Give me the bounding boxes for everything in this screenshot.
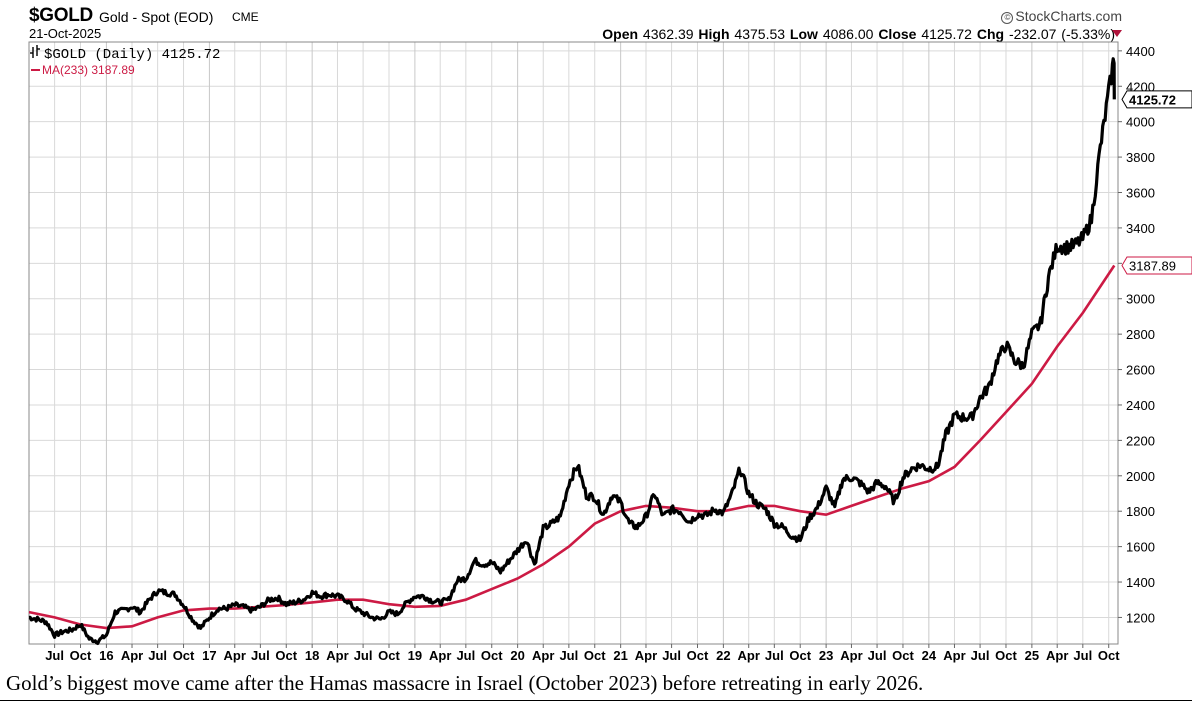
low-value: 4086.00 [822, 26, 874, 42]
x-tick-label: Jul [765, 648, 784, 663]
x-tick-label: 23 [819, 648, 833, 663]
x-tick-label: Jul [251, 648, 270, 663]
ma-tag-box [1121, 256, 1192, 275]
y-tick-label: 2200 [1126, 433, 1155, 448]
x-tick-label: Oct [1098, 648, 1120, 663]
x-tick-label: 20 [510, 648, 524, 663]
y-tick-label: 1600 [1126, 540, 1155, 555]
exchange-label: CME [232, 10, 259, 24]
close-value: 4125.72 [921, 26, 972, 42]
price-tags: 4125.72 3187.89 [1121, 90, 1192, 275]
brand-watermark[interactable]: © StockCharts.com [1001, 8, 1122, 24]
x-tick-label: Jul [559, 648, 578, 663]
price-line [28, 57, 1116, 646]
legend-ma-label: MA(233) 3187.89 [42, 63, 135, 77]
y-tick-label: 2800 [1126, 327, 1155, 342]
symbol-description: Gold - Spot (EOD) [99, 9, 214, 25]
close-label: Close [878, 26, 917, 42]
x-tick-label: Apr [738, 648, 760, 663]
x-tick-label: Jul [1073, 648, 1092, 663]
x-tick-label: Jul [148, 648, 167, 663]
y-axis: 1200 1400 1600 1800 2000 2200 2400 2600 2800 3000… [1118, 44, 1155, 625]
plot-frame [28, 41, 1119, 645]
x-tick-label: 18 [305, 648, 319, 663]
y-tick-label: 2600 [1126, 363, 1155, 378]
x-tick-label: 21 [613, 648, 627, 663]
caption: Gold’s biggest move came after the Hamas… [6, 671, 924, 695]
x-tick-label: Apr [429, 648, 451, 663]
low-label: Low [789, 26, 818, 42]
caption-rule [0, 700, 1192, 701]
x-tick-label: Oct [687, 648, 709, 663]
ohlc-readout: Open 4362.39 High 4375.53 Low 4086.00 Cl… [602, 26, 1115, 42]
y-tick-label: 3000 [1126, 292, 1155, 307]
x-tick-label: 16 [99, 648, 113, 663]
y-tick-label: 1200 [1126, 610, 1155, 625]
x-tick-label: Oct [995, 648, 1017, 663]
x-tick-label: Jul [868, 648, 887, 663]
x-tick-label: 25 [1025, 648, 1039, 663]
price-tag-box [1121, 90, 1192, 109]
y-tick-label: 4000 [1126, 115, 1155, 130]
high-label: High [698, 26, 730, 42]
legend-price-label: $GOLD (Daily) 4125.72 [44, 47, 220, 63]
x-tick-label: Jul [662, 648, 681, 663]
copyright-icon: © [1001, 12, 1014, 24]
price-chart[interactable]: 1200 1400 1600 1800 2000 2200 2400 2600 2800 3000… [0, 0, 1192, 668]
x-axis: Jul Oct 16 Apr Jul Oct 17 Apr Jul Oct 18 Apr Jul Oct 1… [45, 644, 1120, 663]
y-tick-label: 2400 [1126, 398, 1155, 413]
x-tick-label: Oct [892, 648, 914, 663]
x-tick-label: Oct [378, 648, 400, 663]
y-tick-label: 1800 [1126, 504, 1155, 519]
x-tick-label: Oct [275, 648, 297, 663]
x-tick-label: Oct [584, 648, 606, 663]
brand-name: StockCharts.com [1015, 8, 1122, 24]
symbol-title: $GOLD [29, 5, 93, 26]
x-tick-label: 17 [202, 648, 216, 663]
chg-label: Chg [976, 26, 1005, 42]
y-tick-label: 3400 [1126, 221, 1155, 236]
x-tick-label: 24 [922, 648, 937, 663]
y-tick-label: 3800 [1126, 150, 1155, 165]
high-value: 4375.53 [734, 26, 786, 42]
x-tick-label: Apr [1046, 648, 1068, 663]
x-tick-label: Oct [70, 648, 92, 663]
x-tick-label: Apr [532, 648, 554, 663]
open-label: Open [602, 26, 639, 42]
x-tick-label: Apr [224, 648, 246, 663]
x-tick-label: Jul [45, 648, 64, 663]
x-tick-label: Jul [354, 648, 373, 663]
chg-value: -232.07 (-5.33%) [1008, 26, 1115, 42]
x-tick-label: Apr [121, 648, 143, 663]
x-tick-label: Apr [840, 648, 862, 663]
x-tick-label: Oct [173, 648, 195, 663]
y-tick-label: 3600 [1126, 186, 1155, 201]
ma233-line [28, 264, 1116, 630]
ohlc-bar-icon [30, 45, 40, 58]
chart-grid [29, 42, 1118, 644]
x-tick-label: 22 [716, 648, 730, 663]
open-value: 4362.39 [642, 26, 694, 42]
y-tick-label: 4400 [1126, 44, 1155, 59]
x-tick-label: Jul [456, 648, 475, 663]
x-tick-label: Apr [326, 648, 348, 663]
x-tick-label: 19 [408, 648, 422, 663]
chart-date: 21-Oct-2025 [29, 26, 102, 41]
down-arrow-icon [1112, 30, 1122, 37]
ma-tag: 3187.89 [1129, 258, 1176, 273]
x-tick-label: Apr [635, 648, 657, 663]
y-tick-label: 2000 [1126, 469, 1155, 484]
x-tick-label: Oct [789, 648, 811, 663]
x-tick-label: Apr [943, 648, 965, 663]
x-tick-label: Oct [481, 648, 503, 663]
x-tick-label: Jul [971, 648, 990, 663]
y-tick-label: 1400 [1126, 575, 1155, 590]
price-tag: 4125.72 [1129, 92, 1176, 107]
